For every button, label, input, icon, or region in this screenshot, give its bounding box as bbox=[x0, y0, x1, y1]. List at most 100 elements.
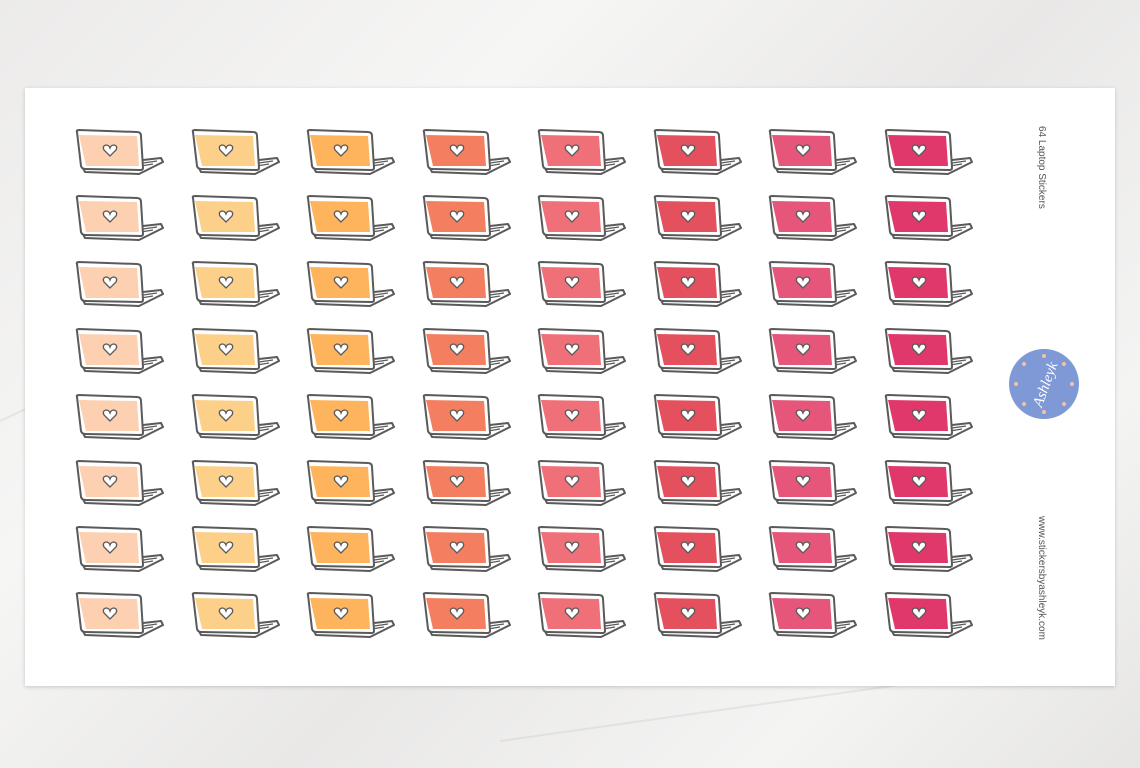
laptop-sticker bbox=[304, 591, 396, 641]
laptop-sticker bbox=[73, 591, 165, 641]
laptop-heart-icon bbox=[884, 526, 973, 573]
laptop-sticker bbox=[535, 194, 627, 244]
laptop-heart-icon bbox=[422, 261, 511, 308]
laptop-heart-icon bbox=[422, 195, 511, 242]
laptop-heart-icon bbox=[75, 526, 164, 573]
laptop-heart-icon bbox=[306, 460, 395, 506]
sheet-title: 64 Laptop Stickers bbox=[1036, 126, 1047, 209]
laptop-heart-icon bbox=[537, 261, 626, 308]
laptop-heart-icon bbox=[653, 327, 742, 374]
laptop-sticker bbox=[189, 128, 281, 178]
laptop-sticker bbox=[73, 525, 165, 575]
laptop-heart-icon bbox=[306, 261, 395, 308]
laptop-heart-icon bbox=[75, 393, 164, 440]
laptop-sticker bbox=[189, 459, 281, 509]
laptop-heart-icon bbox=[537, 526, 626, 573]
laptop-sticker bbox=[535, 260, 627, 310]
laptop-heart-icon bbox=[306, 129, 395, 175]
laptop-sticker bbox=[189, 194, 281, 244]
laptop-heart-icon bbox=[768, 327, 857, 374]
laptop-heart-icon bbox=[537, 327, 626, 374]
laptop-sticker bbox=[882, 591, 974, 641]
laptop-heart-icon bbox=[653, 261, 742, 308]
laptop-sticker bbox=[535, 525, 627, 575]
laptop-heart-icon bbox=[884, 460, 973, 506]
laptop-heart-icon bbox=[422, 327, 511, 374]
laptop-heart-icon bbox=[75, 261, 164, 308]
laptop-sticker bbox=[766, 128, 858, 178]
laptop-sticker bbox=[420, 393, 512, 443]
laptop-sticker bbox=[535, 327, 627, 377]
laptop-sticker bbox=[882, 128, 974, 178]
laptop-heart-icon bbox=[191, 129, 280, 175]
laptop-heart-icon bbox=[191, 327, 280, 374]
laptop-sticker bbox=[304, 128, 396, 178]
laptop-heart-icon bbox=[191, 526, 280, 573]
laptop-sticker bbox=[882, 525, 974, 575]
laptop-sticker bbox=[420, 327, 512, 377]
laptop-heart-icon bbox=[768, 261, 857, 308]
sticker-sheet: 64 Laptop Stickers Ashleyk www.stickersb… bbox=[25, 88, 1115, 686]
laptop-sticker bbox=[651, 459, 743, 509]
laptop-heart-icon bbox=[75, 460, 164, 506]
laptop-sticker bbox=[73, 327, 165, 377]
laptop-sticker bbox=[304, 459, 396, 509]
laptop-sticker bbox=[420, 591, 512, 641]
laptop-heart-icon bbox=[422, 393, 511, 440]
laptop-sticker bbox=[304, 260, 396, 310]
laptop-heart-icon bbox=[422, 592, 511, 639]
laptop-heart-icon bbox=[537, 129, 626, 175]
laptop-heart-icon bbox=[422, 460, 511, 506]
laptop-sticker bbox=[304, 525, 396, 575]
laptop-sticker bbox=[304, 194, 396, 244]
laptop-heart-icon bbox=[191, 592, 280, 639]
laptop-sticker bbox=[420, 128, 512, 178]
laptop-sticker bbox=[189, 260, 281, 310]
laptop-sticker bbox=[766, 393, 858, 443]
laptop-heart-icon bbox=[191, 195, 280, 242]
laptop-sticker bbox=[535, 128, 627, 178]
laptop-heart-icon bbox=[306, 393, 395, 440]
laptop-sticker bbox=[535, 591, 627, 641]
marble-vein bbox=[499, 684, 897, 742]
laptop-heart-icon bbox=[306, 195, 395, 242]
laptop-heart-icon bbox=[306, 327, 395, 374]
laptop-heart-icon bbox=[653, 393, 742, 440]
laptop-sticker bbox=[535, 459, 627, 509]
laptop-heart-icon bbox=[768, 526, 857, 573]
laptop-sticker bbox=[73, 194, 165, 244]
laptop-sticker bbox=[882, 194, 974, 244]
laptop-sticker bbox=[882, 393, 974, 443]
laptop-heart-icon bbox=[306, 592, 395, 639]
laptop-heart-icon bbox=[653, 592, 742, 639]
laptop-sticker bbox=[766, 459, 858, 509]
website-url: www.stickersbyashleyk.com bbox=[1036, 516, 1047, 640]
laptop-sticker bbox=[420, 194, 512, 244]
laptop-sticker bbox=[882, 327, 974, 377]
brand-logo: Ashleyk bbox=[1009, 349, 1079, 419]
laptop-heart-icon bbox=[422, 526, 511, 573]
laptop-heart-icon bbox=[884, 327, 973, 374]
laptop-heart-icon bbox=[191, 393, 280, 440]
laptop-sticker bbox=[766, 591, 858, 641]
laptop-sticker bbox=[651, 260, 743, 310]
laptop-sticker bbox=[420, 260, 512, 310]
laptop-sticker bbox=[651, 525, 743, 575]
laptop-heart-icon bbox=[75, 195, 164, 242]
laptop-heart-icon bbox=[653, 460, 742, 506]
laptop-sticker bbox=[766, 260, 858, 310]
laptop-heart-icon bbox=[884, 261, 973, 308]
laptop-sticker bbox=[189, 591, 281, 641]
laptop-heart-icon bbox=[75, 327, 164, 374]
laptop-heart-icon bbox=[537, 592, 626, 639]
laptop-heart-icon bbox=[653, 195, 742, 242]
laptop-sticker bbox=[189, 327, 281, 377]
laptop-heart-icon bbox=[768, 592, 857, 639]
laptop-heart-icon bbox=[191, 261, 280, 308]
laptop-sticker bbox=[73, 459, 165, 509]
laptop-sticker bbox=[420, 525, 512, 575]
laptop-sticker bbox=[766, 525, 858, 575]
laptop-heart-icon bbox=[306, 526, 395, 573]
laptop-sticker bbox=[73, 393, 165, 443]
laptop-sticker bbox=[651, 327, 743, 377]
